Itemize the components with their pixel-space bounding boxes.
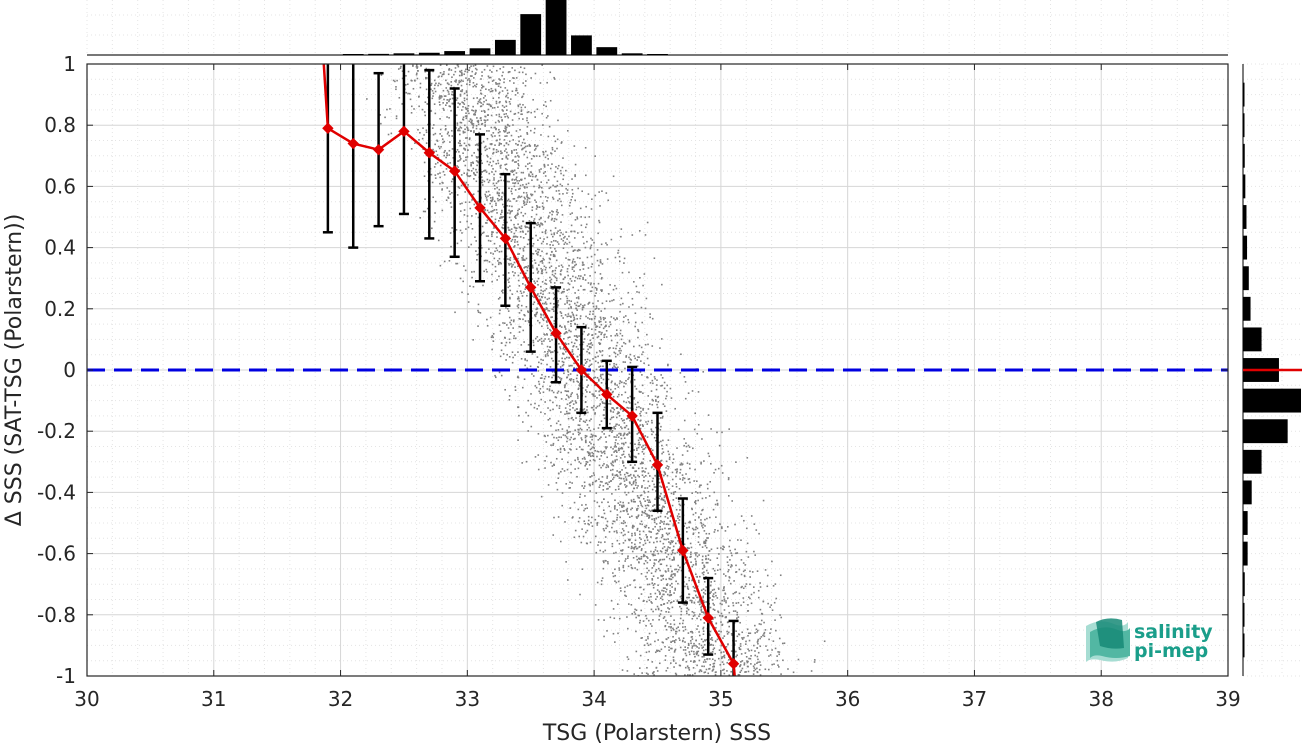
y-tick-label: 0.2 <box>44 297 76 321</box>
x-tick-label: 35 <box>708 687 733 711</box>
plot-ticks <box>86 63 1229 677</box>
y-tick-label: 0.6 <box>44 174 76 198</box>
y-tick-label: -0.8 <box>37 603 76 627</box>
x-tick-label: 30 <box>74 687 99 711</box>
right-histogram-bar <box>1243 480 1252 505</box>
logo-text-line1: salinity <box>1134 621 1213 643</box>
top-histogram <box>342 0 668 56</box>
x-tick-label: 39 <box>1215 687 1240 711</box>
x-tick-label: 36 <box>835 687 860 711</box>
y-tick-label: -1 <box>56 664 76 688</box>
right-histogram-bar <box>1243 113 1245 138</box>
y-tick-labels: 1 0.8 0.6 0.4 0.2 0 -0.2 -0.4 -0.6 -0.8 -1 <box>37 52 76 688</box>
right-histogram-bar <box>1243 82 1245 107</box>
right-histogram-bar <box>1243 327 1262 352</box>
right-histogram-bar <box>1243 388 1301 413</box>
right-histogram-bar <box>1243 511 1248 535</box>
y-tick-label: 1 <box>63 52 76 76</box>
x-tick-label: 37 <box>962 687 987 711</box>
binned-mean-marker <box>575 364 588 376</box>
x-axis-label: TSG (Polarstern) SSS <box>542 721 771 745</box>
x-tick-label: 31 <box>201 687 226 711</box>
x-tick-label: 32 <box>328 687 353 711</box>
top-histogram-bar <box>342 54 364 55</box>
top-histogram-bar <box>520 14 542 56</box>
top-histogram-bar <box>621 53 643 55</box>
salinity-pi-mep-logo: salinity pi-mep <box>1086 618 1213 662</box>
logo-text-line2: pi-mep <box>1134 640 1208 662</box>
right-histogram-bar <box>1243 235 1248 260</box>
right-histogram-bar <box>1243 205 1247 229</box>
right-histogram-bar <box>1243 449 1262 474</box>
binned-mean-marker <box>474 202 486 214</box>
x-tick-labels: 30 31 32 33 34 35 36 37 38 39 <box>74 687 1240 711</box>
top-histogram-grid <box>86 0 1229 55</box>
y-tick-label: -0.6 <box>37 542 76 566</box>
binned-mean-marker <box>702 612 714 624</box>
binned-mean-marker <box>626 410 638 422</box>
x-tick-label: 34 <box>581 687 606 711</box>
top-histogram-bar <box>368 53 389 55</box>
y-tick-label: 0 <box>63 358 76 382</box>
binned-mean-marker <box>499 232 512 245</box>
top-histogram-bar <box>494 39 516 55</box>
y-tick-label: -0.2 <box>37 419 76 443</box>
top-histogram-bar <box>571 35 592 55</box>
binned-mean-marker <box>550 327 562 339</box>
y-tick-label: 0.4 <box>44 236 76 260</box>
y-axis-label: Δ SSS (SAT-TSG (Polarstern)) <box>2 214 27 527</box>
wave-logo-icon <box>1086 618 1130 662</box>
top-histogram-bar <box>444 51 466 55</box>
right-histogram-bar <box>1243 266 1249 291</box>
binned-mean-series <box>322 64 740 676</box>
right-histogram-bar <box>1243 602 1245 627</box>
binned-mean-marker <box>727 658 740 670</box>
binned-mean-marker <box>398 125 410 138</box>
binned-mean-marker <box>677 544 689 557</box>
y-tick-label: 0.8 <box>44 113 76 137</box>
right-histogram-bar <box>1243 419 1288 444</box>
right-histogram-bar <box>1243 296 1251 321</box>
scatter-cloud <box>366 64 826 676</box>
right-histogram-bar <box>1243 174 1246 199</box>
right-histogram-bar <box>1243 572 1245 597</box>
top-histogram-bar <box>647 54 668 55</box>
binned-mean-marker <box>322 122 334 134</box>
x-tick-label: 38 <box>1088 687 1113 711</box>
top-histogram-bar <box>393 53 415 55</box>
binned-mean-marker <box>372 143 385 156</box>
right-histogram-bar <box>1243 143 1245 168</box>
right-histogram-bar <box>1243 633 1245 658</box>
binned-mean-marker <box>601 388 613 401</box>
binned-mean-marker <box>347 137 359 150</box>
top-histogram-bar <box>418 52 440 55</box>
binned-mean-marker <box>651 459 664 471</box>
y-tick-label: -0.4 <box>37 480 76 504</box>
top-histogram-bar <box>545 0 567 55</box>
right-histogram <box>1243 82 1302 658</box>
binned-mean-marker <box>448 165 461 177</box>
x-tick-label: 33 <box>455 687 480 711</box>
top-histogram-bar <box>596 47 618 55</box>
right-histogram-bar <box>1243 541 1248 566</box>
binned-mean-marker <box>525 281 537 294</box>
top-histogram-bar <box>469 48 491 55</box>
binned-mean-marker <box>423 147 436 159</box>
